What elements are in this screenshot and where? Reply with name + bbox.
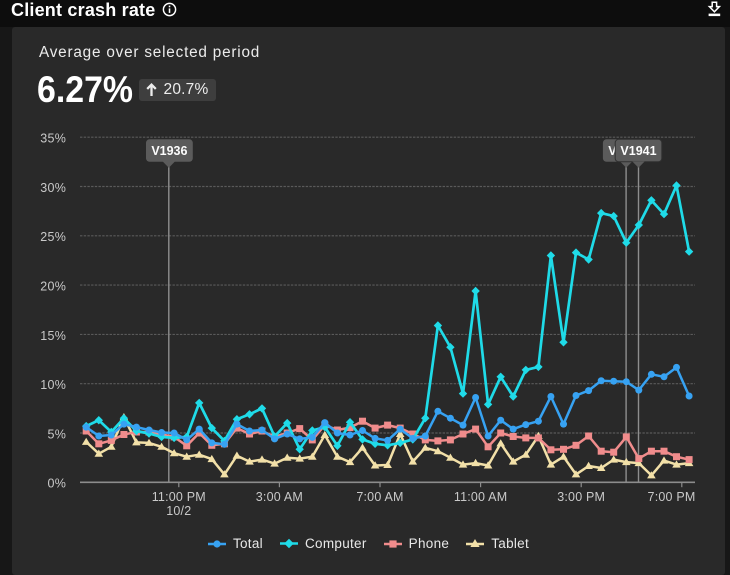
- svg-text:10%: 10%: [40, 378, 66, 392]
- svg-text:V1941: V1941: [620, 144, 656, 158]
- svg-text:0%: 0%: [48, 477, 67, 491]
- svg-text:11:00 AM: 11:00 AM: [454, 490, 508, 504]
- svg-text:15%: 15%: [40, 329, 66, 343]
- svg-text:11:00 PM: 11:00 PM: [152, 490, 206, 504]
- svg-text:3:00 AM: 3:00 AM: [256, 490, 303, 504]
- svg-text:30%: 30%: [40, 181, 66, 195]
- svg-text:10/2: 10/2: [166, 504, 191, 518]
- svg-text:7:00 AM: 7:00 AM: [356, 490, 403, 504]
- svg-text:5%: 5%: [48, 427, 67, 441]
- svg-text:3:00 PM: 3:00 PM: [557, 490, 605, 504]
- svg-text:7:00 PM: 7:00 PM: [648, 490, 696, 504]
- svg-text:35%: 35%: [40, 132, 66, 146]
- svg-text:V1936: V1936: [151, 144, 187, 158]
- svg-text:25%: 25%: [40, 230, 66, 244]
- svg-text:20%: 20%: [40, 280, 66, 294]
